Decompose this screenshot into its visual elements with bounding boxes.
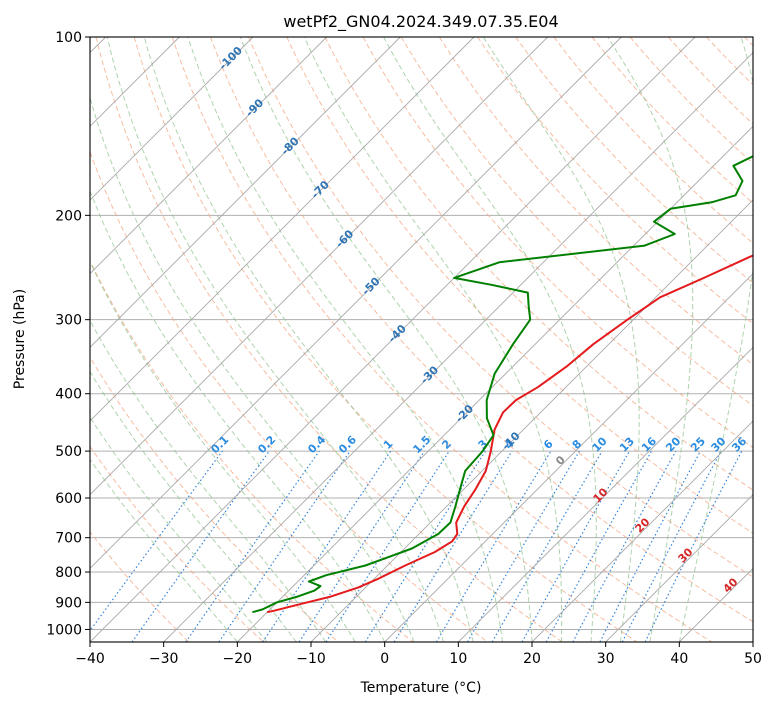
y-axis-ticks: 100 200 300 400 500 600 700 800 900 1000: [46, 30, 90, 638]
chart-title: wetPf2_GN04.2024.349.07.35.E04: [283, 12, 558, 32]
moist-adiabat: [383, 37, 597, 642]
y-tick-label: 700: [55, 531, 82, 547]
isotherm-line: [310, 199, 753, 642]
dry-adiabat: [133, 37, 638, 642]
pressure-gridlines: [90, 37, 753, 630]
x-tick-label: 0: [380, 651, 389, 667]
mixing-ratio-line: [644, 450, 743, 642]
moist-adiabat: [90, 260, 356, 642]
mixing-ratio-line: [90, 450, 223, 632]
y-tick-label: 300: [55, 313, 82, 329]
temperature-profile-line: [266, 254, 753, 614]
isotherm-line: [237, 125, 753, 642]
mixing-ratio-line: [572, 450, 677, 642]
y-tick-label: 100: [55, 30, 82, 46]
isotherm-line: [90, 37, 401, 348]
isotherm-line: [531, 420, 753, 642]
x-tick-label: −30: [149, 651, 179, 667]
x-tick-label: 10: [449, 651, 467, 667]
profile-series: [252, 155, 753, 614]
dry-adiabat: [95, 37, 563, 642]
dry-adiabat: [629, 37, 753, 165]
y-tick-label: 1000: [46, 622, 82, 638]
moist-adiabats: [90, 37, 753, 642]
dry-adiabat: [324, 37, 753, 491]
dry-adiabat: [400, 37, 753, 407]
moist-adiabat: [187, 37, 503, 642]
plot-frame: [89, 36, 754, 643]
isotherm-line: [90, 37, 254, 201]
moist-adiabat: [90, 416, 268, 642]
dry-adiabat: [90, 356, 339, 642]
x-axis-label: Temperature (°C): [360, 680, 482, 696]
x-tick-label: −20: [223, 651, 253, 667]
dry-adiabat: [286, 37, 753, 534]
mixing-ratio-line: [393, 450, 513, 642]
x-tick-label: 30: [597, 651, 615, 667]
y-tick-label: 800: [55, 565, 82, 581]
isotherm-line: [90, 37, 696, 642]
moist-adiabat: [106, 37, 445, 642]
moist-adiabat: [90, 319, 327, 642]
isotherm-line: [90, 37, 548, 496]
mixing-ratio-line: [298, 450, 425, 642]
x-axis-ticks: −40 −30 −20 −10 0 10 20 30 40 50: [75, 642, 762, 667]
dry-adiabat: [553, 37, 753, 244]
dry-adiabat: [438, 37, 753, 366]
y-tick-label: 900: [55, 595, 82, 611]
mixing-ratio-line: [325, 450, 450, 642]
moist-adiabat: [90, 189, 386, 642]
x-tick-label: 20: [523, 651, 541, 667]
dry-adiabat: [90, 259, 414, 642]
dewpoint-profile-line: [252, 155, 753, 614]
x-tick-label: 50: [744, 651, 762, 667]
x-tick-label: −40: [75, 651, 105, 667]
isotherm-line: [163, 52, 753, 642]
moist-adiabat: [239, 37, 533, 642]
y-tick-label: 400: [55, 387, 82, 403]
moist-adiabat: [143, 37, 474, 642]
mixing-ratio-line: [218, 450, 351, 642]
isotherm-line: [605, 494, 753, 642]
moist-adiabat: [678, 37, 753, 642]
x-tick-label: 40: [670, 651, 688, 667]
moist-adiabat: [303, 37, 563, 642]
moist-adiabat: [90, 458, 238, 642]
mixing-ratio-line: [545, 450, 653, 642]
mixing-ratio-line: [131, 450, 270, 642]
isotherm-line: [90, 37, 622, 569]
moist-adiabat: [607, 37, 694, 642]
y-tick-label: 500: [55, 444, 82, 460]
x-tick-label: −10: [296, 651, 326, 667]
y-tick-label: 200: [55, 208, 82, 224]
plot-area: 0.1 0.2 0.4 0.6 1 1.5 2 3 4 6 8 10 13 16 20 25 30 36-100-…: [90, 37, 753, 642]
isotherm-line: [90, 37, 327, 275]
mixing-ratio-line: [262, 450, 392, 642]
isotherm-line: [384, 273, 753, 642]
skewed-isotherms: [90, 37, 753, 642]
dry-adiabat: [515, 37, 753, 284]
isotherm-line: [90, 37, 475, 422]
dry-adiabat: [210, 37, 753, 623]
dry-adiabat: [171, 37, 712, 642]
y-axis-label: Pressure (hPa): [12, 289, 28, 389]
dry-adiabat: [248, 37, 753, 578]
dry-adiabat: [90, 445, 264, 642]
mixing-ratio-lines: [90, 450, 743, 642]
mixing-ratio-line: [521, 450, 631, 642]
y-tick-label: 600: [55, 491, 82, 507]
isotherm-line: [458, 346, 753, 642]
moist-adiabat: [482, 37, 640, 642]
mixing-ratio-line: [185, 450, 320, 642]
